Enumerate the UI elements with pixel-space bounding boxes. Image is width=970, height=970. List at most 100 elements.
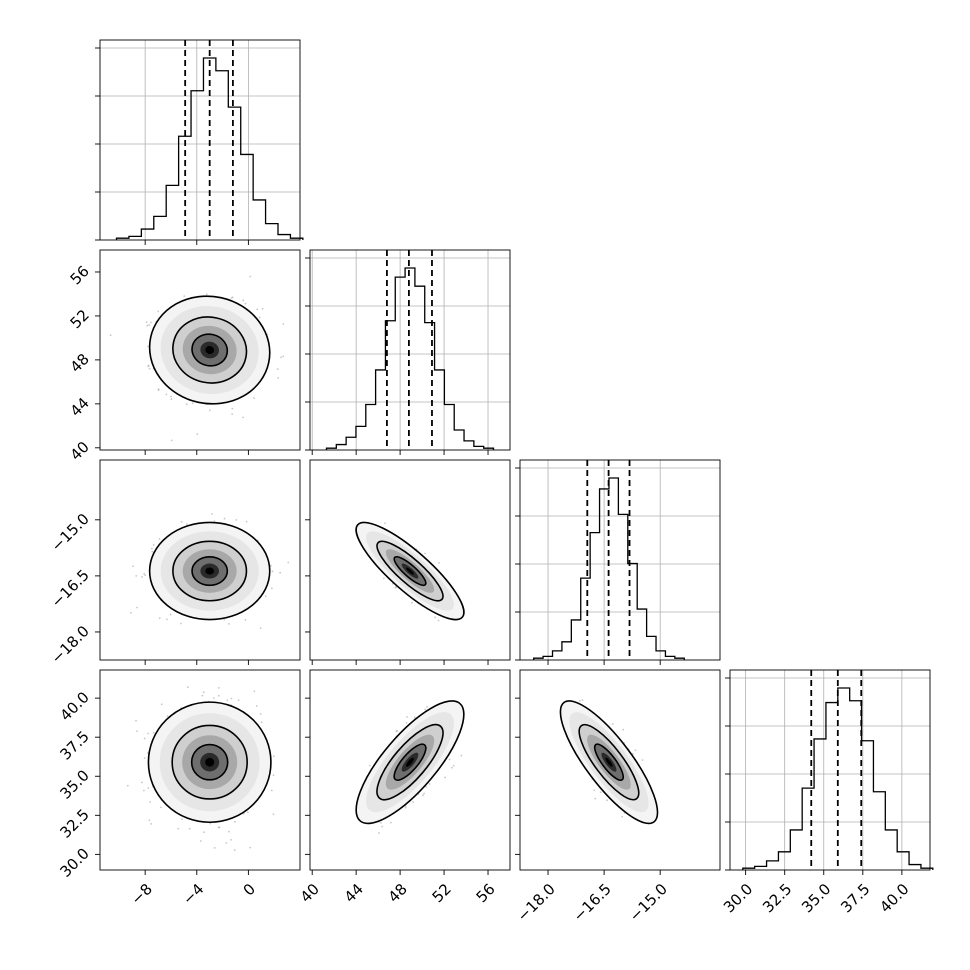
scatter-point [157,310,160,313]
scatter-point [606,799,608,802]
scatter-panel-1-3 [309,669,511,871]
density-contour [406,757,414,767]
scatter-point [180,520,183,523]
scatter-point [444,776,447,779]
scatter-point [368,764,371,767]
scatter-point [147,787,150,789]
scatter-point [141,575,143,578]
scatter-point [260,721,263,724]
x-tick-label: 32.5 [759,880,795,916]
scatter-point [143,757,146,759]
scatter-point [249,846,252,849]
scatter-point [213,520,216,523]
scatter-point [196,433,199,436]
scatter-point [426,705,429,708]
scatter-point [223,618,226,621]
scatter-point [148,367,151,370]
scatter-panel-0-1 [99,249,301,451]
scatter-point [244,302,247,305]
x-tick-label: 35.0 [798,880,834,916]
density-contour [205,567,215,575]
scatter-point [578,700,581,702]
scatter-point [183,295,186,297]
y-tick-label: 30.0 [56,844,92,880]
scatter-point [230,697,233,700]
scatter-point [135,574,138,577]
y-tick-label: 37.5 [56,727,92,763]
scatter-point [451,766,453,769]
histogram-frame [519,459,721,661]
scatter-point [212,697,215,699]
scatter-point [270,789,273,792]
y-tick-label: 52 [67,306,93,332]
scatter-point [147,732,150,735]
scatter-point [144,574,147,577]
x-tick-label: −4 [179,880,207,908]
scatter-point [237,699,240,702]
scatter-point [234,820,236,823]
y-tick-label: 35.0 [56,766,92,802]
scatter-point [641,759,644,761]
y-tick-label: 48 [67,350,93,376]
scatter-point [147,345,149,348]
scatter-point [209,822,212,825]
scatter-point [225,842,228,844]
scatter-point [165,393,168,396]
scatter-point [424,708,427,711]
scatter-point [256,308,259,311]
scatter-point [390,821,392,824]
scatter-point [231,413,234,416]
scatter-point [223,517,226,520]
scatter-point [217,694,220,697]
scatter-point [413,716,416,719]
scatter-point [166,715,169,718]
panel-content [355,521,465,622]
scatter-point [170,395,172,398]
scatter-point [136,730,138,733]
scatter-point [249,275,252,278]
histogram-frame [99,39,301,241]
scatter-point [142,789,145,792]
scatter-point [282,323,285,325]
x-tick-label: 40.0 [876,880,912,916]
scatter-point [135,719,137,722]
panel-frame [99,669,301,871]
scatter-point [425,785,427,788]
scatter-point [126,784,129,787]
scatter-point [272,774,275,777]
scatter-point [270,587,273,590]
scatter-point [109,334,112,337]
scatter-point [264,595,267,598]
y-tick-label: −15.0 [48,510,93,555]
scatter-point [621,815,624,818]
histogram-panel-1 [305,249,511,451]
scatter-point [177,827,180,830]
scatter-point [160,703,163,706]
scatter-point [152,543,155,546]
scatter-point [149,801,151,803]
scatter-point [188,827,191,830]
panel-frame [99,249,301,451]
scatter-point [272,813,275,816]
scatter-point [245,520,248,523]
scatter-point [428,783,431,785]
scatter-point [150,822,153,825]
x-tick-label: 44 [341,880,367,906]
scatter-point [151,550,154,553]
y-tick-label: 40 [67,438,93,464]
scatter-point [599,791,602,794]
scatter-point [141,781,143,784]
scatter-point [287,561,290,564]
y-tick-label: −18.0 [48,622,93,667]
panel-frame [519,669,721,871]
scatter-point [159,806,162,809]
scatter-point [581,699,584,702]
scatter-point [255,705,258,707]
scatter-point [132,565,134,568]
scatter-point [424,552,427,555]
scatter-point [253,397,255,400]
scatter-point [157,389,160,391]
scatter-point [205,293,208,296]
histogram-panel-2 [515,459,721,661]
